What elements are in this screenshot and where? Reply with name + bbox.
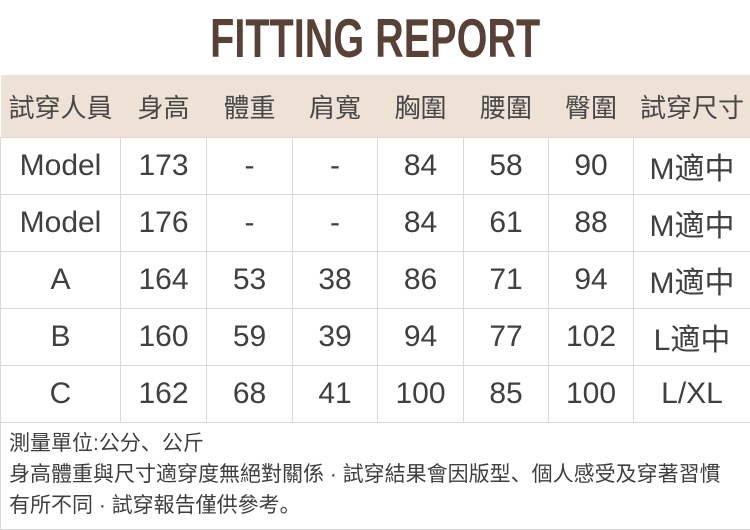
table-row: Model 176- -84 61 88 M適中	[0, 194, 750, 252]
table-cell: -	[206, 194, 293, 252]
table-cell: 38	[292, 251, 378, 309]
table-cell: -	[206, 137, 293, 195]
column-header-1: 身高	[120, 75, 207, 138]
title-bar: FITTING REPORT	[0, 0, 750, 75]
table-row: B 160 59 39 94 77 102 L適中	[0, 308, 750, 366]
table-cell: -	[292, 194, 378, 252]
table-cell: 68	[206, 365, 293, 423]
table-cell: 94	[377, 308, 464, 366]
fitting-table: 試穿人員 身高 體重 肩寬 胸圍 腰圍 臀圍 試穿尺寸 Model 173- -84 58 90 M適中…	[0, 75, 750, 530]
table-row: C 162 68 41 100 85 100 L/XL	[0, 365, 750, 423]
column-header-5: 腰圍	[463, 75, 549, 138]
table-cell: 160	[120, 308, 207, 366]
table-cell: 85	[463, 365, 549, 423]
table-cell: M適中	[633, 251, 750, 309]
table-cell: 100	[548, 365, 634, 423]
column-header-7: 試穿尺寸	[633, 75, 750, 138]
table-cell: Model	[0, 194, 121, 252]
column-header-0: 試穿人員	[0, 75, 121, 138]
table-cell: 53	[206, 251, 293, 309]
measure-unit-note: 測量單位:公分、公斤	[9, 432, 204, 455]
table-row: Model 173- -84 58 90 M適中	[0, 137, 750, 195]
table-cell: 84	[377, 137, 464, 195]
column-header-3: 肩寬	[292, 75, 378, 138]
table-cell: 102	[548, 308, 634, 366]
table-cell: 173	[120, 137, 207, 195]
table-cell: 84	[377, 194, 464, 252]
table-footnote-row: 測量單位:公分、公斤 身高體重與尺寸適穿度無絕對關係 · 試穿結果會因版型、個人…	[0, 422, 750, 530]
table-cell: 164	[120, 251, 207, 309]
column-header-2: 體重	[206, 75, 293, 138]
table-cell: 77	[463, 308, 549, 366]
table-cell: L/XL	[633, 365, 750, 423]
table-cell: M適中	[633, 194, 750, 252]
table-header-row: 試穿人員 身高 體重 肩寬 胸圍 腰圍 臀圍 試穿尺寸	[0, 75, 750, 138]
table-cell: M適中	[633, 137, 750, 195]
column-header-6: 臀圍	[548, 75, 634, 138]
table-cell: B	[0, 308, 121, 366]
table-cell: 58	[463, 137, 549, 195]
table-cell: A	[0, 251, 121, 309]
table-cell: 86	[377, 251, 464, 309]
table-cell: 94	[548, 251, 634, 309]
table-cell: -	[292, 137, 378, 195]
table-cell: C	[0, 365, 121, 423]
table-cell: 162	[120, 365, 207, 423]
table-cell: 71	[463, 251, 549, 309]
table-footnote-cell: 測量單位:公分、公斤 身高體重與尺寸適穿度無絕對關係 · 試穿結果會因版型、個人…	[0, 422, 750, 530]
disclaimer-note: 身高體重與尺寸適穿度無絕對關係 · 試穿結果會因版型、個人感受及穿著習慣有所不同…	[9, 463, 721, 517]
table-cell: 88	[548, 194, 634, 252]
table-cell: L適中	[633, 308, 750, 366]
page-title: FITTING REPORT	[209, 6, 540, 69]
table-cell: 59	[206, 308, 293, 366]
column-header-4: 胸圍	[377, 75, 464, 138]
table-cell: 100	[377, 365, 464, 423]
table-cell: 176	[120, 194, 207, 252]
table-cell: 61	[463, 194, 549, 252]
table-row: A 164 53 38 86 71 94 M適中	[0, 251, 750, 309]
table-cell: 90	[548, 137, 634, 195]
table-cell: Model	[0, 137, 121, 195]
table-cell: 39	[292, 308, 378, 366]
table-cell: 41	[292, 365, 378, 423]
